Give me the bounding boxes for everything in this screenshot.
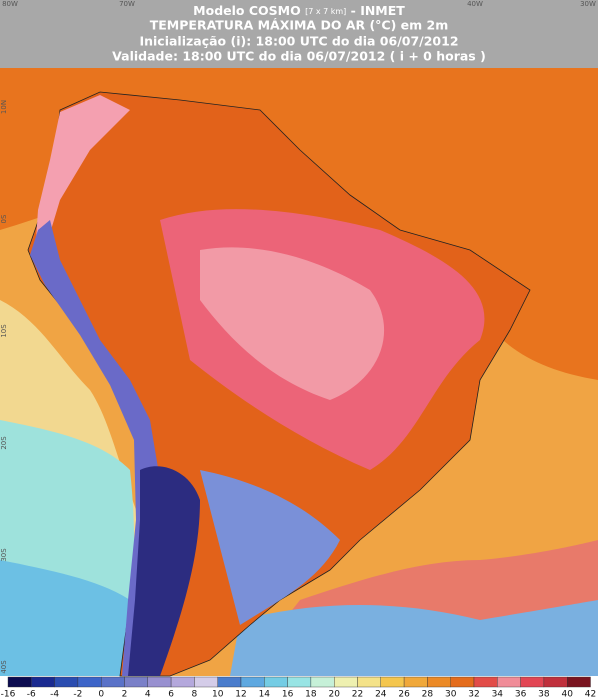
colorbar-label: 38 <box>538 690 550 700</box>
lon-label: 70W <box>119 0 135 8</box>
colorbar-label: 26 <box>398 690 410 700</box>
colorbar-swatch <box>473 676 498 688</box>
colorbar-label: 18 <box>305 690 317 700</box>
colorbar-label: -16 <box>1 690 16 700</box>
colorbar-swatch <box>147 676 172 688</box>
colorbar-label: -6 <box>27 690 36 700</box>
lat-label: 10N <box>0 100 8 114</box>
colorbar-label: 8 <box>192 690 198 700</box>
atlantic-cold <box>230 600 598 676</box>
colorbar-swatch <box>334 676 358 688</box>
init-time: Inicialização (i): 18:00 UTC do dia 06/0… <box>139 34 458 49</box>
colorbar-swatch <box>427 676 451 688</box>
colorbar: -16 -6 -4 -2 0 2 4 6 8 10 12 14 16 18 20 22 24 26 28 30 32 34… <box>1 676 596 700</box>
colorbar-label: 28 <box>422 690 434 700</box>
colorbar-swatch <box>31 676 55 688</box>
lat-label: 0S <box>0 214 8 223</box>
colorbar-swatch <box>497 676 521 688</box>
colorbar-label: -4 <box>50 690 59 700</box>
lon-label: 30W <box>580 0 596 8</box>
lat-label: 20S <box>0 436 8 450</box>
variable-title: TEMPERATURA MÁXIMA DO AR (°C) em 2m <box>150 18 449 33</box>
colorbar-label: 42 <box>585 690 596 700</box>
colorbar-label: 30 <box>445 690 457 700</box>
colorbar-label: -2 <box>73 690 82 700</box>
colorbar-swatch <box>124 676 148 688</box>
colorbar-swatch <box>567 676 591 688</box>
pampas <box>200 470 340 625</box>
andes-north <box>35 95 130 255</box>
title-main: Modelo COSMO <box>193 3 301 18</box>
colorbar-label: 2 <box>122 690 128 700</box>
colorbar-swatch <box>403 676 428 688</box>
colorbar-swatch <box>217 676 242 688</box>
title-line: Modelo COSMO [7 x 7 km] - INMET <box>193 3 405 18</box>
map-layers <box>0 68 598 677</box>
colorbar-swatch <box>543 676 568 688</box>
colorbar-swatch <box>54 676 79 688</box>
colorbar-label: 36 <box>515 690 527 700</box>
colorbar-swatch <box>520 676 545 688</box>
colorbar-label: 40 <box>561 690 573 700</box>
colorbar-swatch <box>77 676 102 688</box>
colorbar-label: 12 <box>235 690 246 700</box>
colorbar-swatch <box>357 676 381 688</box>
ocean-cold <box>0 560 130 676</box>
title-org: - INMET <box>351 3 406 18</box>
colorbar-swatch <box>380 676 405 688</box>
lat-label: 30S <box>0 548 8 562</box>
colorbar-swatch <box>287 676 312 688</box>
colorbar-label: 34 <box>492 690 504 700</box>
colorbar-swatch <box>7 676 32 688</box>
andes <box>30 220 160 676</box>
lon-label: 40W <box>467 0 483 8</box>
colorbar-swatch <box>450 676 475 688</box>
colorbar-label: 24 <box>375 690 387 700</box>
valid-time: Validade: 18:00 UTC do dia 06/07/2012 ( … <box>112 49 486 64</box>
colorbar-label: 6 <box>168 690 174 700</box>
colorbar-label: 14 <box>259 690 271 700</box>
colorbar-label: 32 <box>468 690 479 700</box>
title-resolution: [7 x 7 km] <box>305 7 346 16</box>
hot-patch <box>200 247 385 400</box>
colorbar-label: 22 <box>352 690 363 700</box>
colorbar-swatch <box>264 676 288 688</box>
andes-south <box>128 466 200 676</box>
colorbar-label: 20 <box>328 690 340 700</box>
colorbar-swatch <box>194 676 218 688</box>
colorbar-label: 4 <box>145 690 151 700</box>
lat-label: 10S <box>0 324 8 338</box>
colorbar-swatch <box>170 676 195 688</box>
colorbar-label: 10 <box>212 690 224 700</box>
lat-label: 40S <box>0 660 8 674</box>
colorbar-swatch <box>240 676 265 688</box>
header-band <box>0 0 598 68</box>
colorbar-label: 16 <box>282 690 294 700</box>
lon-label: 80W <box>2 0 18 8</box>
colorbar-label: 0 <box>98 690 104 700</box>
colorbar-swatch <box>310 676 335 688</box>
colorbar-swatch <box>100 676 125 688</box>
